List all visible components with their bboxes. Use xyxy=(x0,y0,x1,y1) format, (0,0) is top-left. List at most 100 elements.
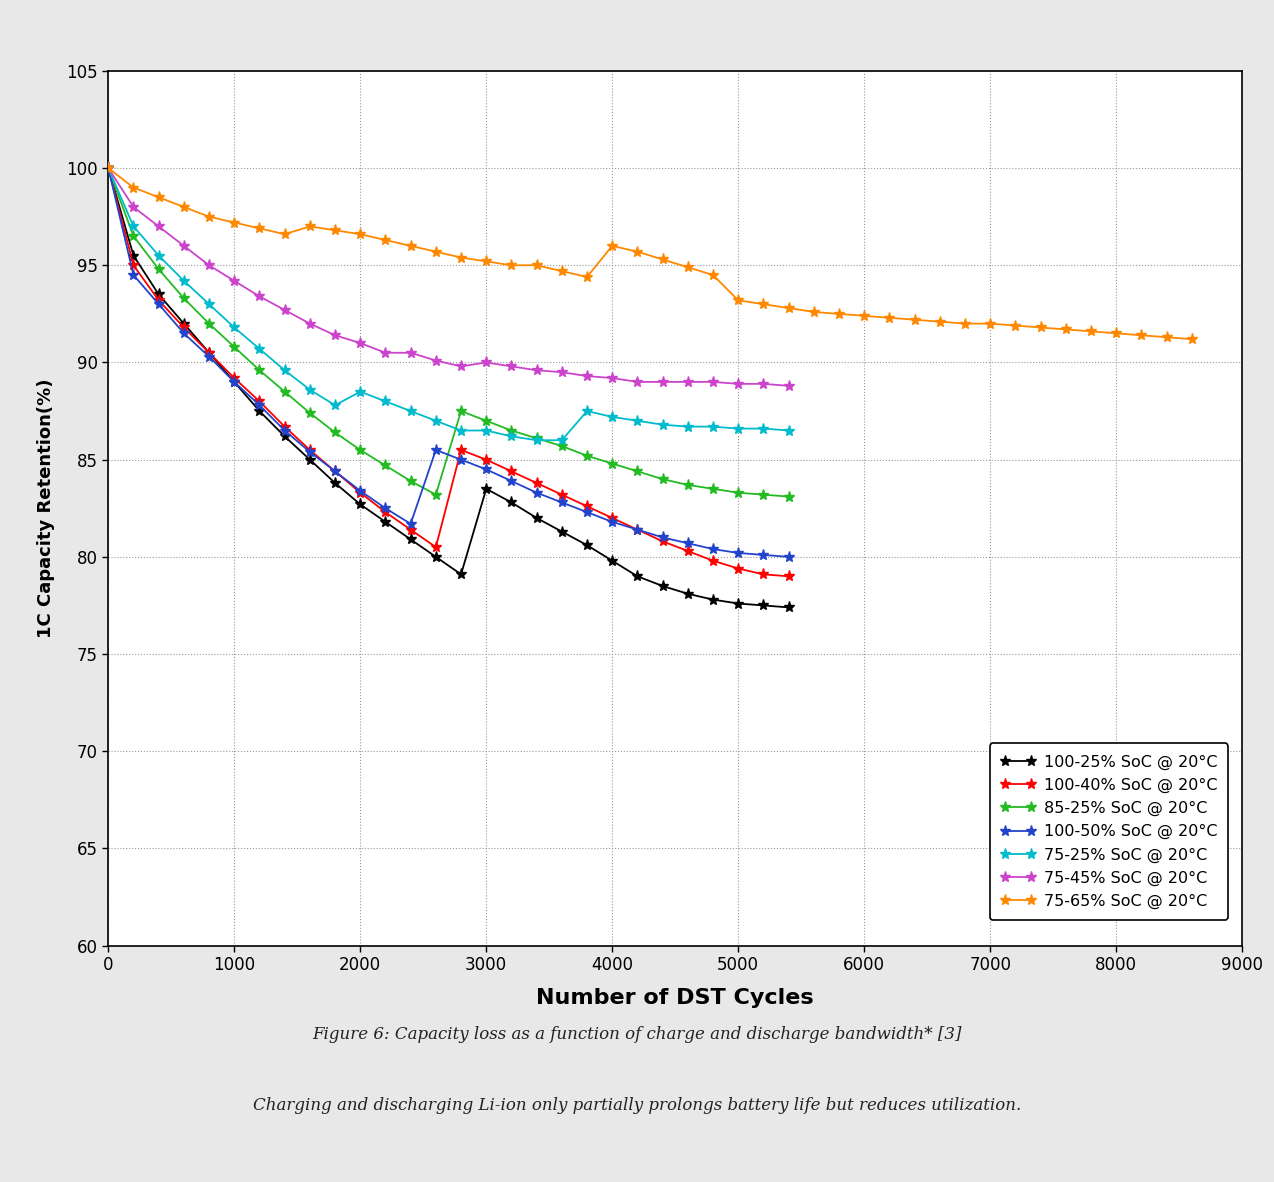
85-25% SoC @ 20°C xyxy=(529,431,544,446)
100-25% SoC @ 20°C xyxy=(529,511,544,525)
75-45% SoC @ 20°C xyxy=(403,345,418,359)
100-50% SoC @ 20°C xyxy=(503,474,519,488)
100-25% SoC @ 20°C xyxy=(629,570,645,584)
75-25% SoC @ 20°C xyxy=(378,395,394,409)
Line: 100-50% SoC @ 20°C: 100-50% SoC @ 20°C xyxy=(103,163,794,563)
75-45% SoC @ 20°C xyxy=(176,239,191,253)
100-25% SoC @ 20°C xyxy=(353,498,368,512)
100-25% SoC @ 20°C xyxy=(327,476,343,491)
100-50% SoC @ 20°C xyxy=(554,495,569,509)
75-65% SoC @ 20°C xyxy=(227,215,242,229)
75-45% SoC @ 20°C xyxy=(629,375,645,389)
Line: 100-25% SoC @ 20°C: 100-25% SoC @ 20°C xyxy=(103,163,794,613)
85-25% SoC @ 20°C xyxy=(479,414,494,428)
75-25% SoC @ 20°C xyxy=(730,422,745,436)
75-65% SoC @ 20°C xyxy=(1108,326,1124,340)
100-25% SoC @ 20°C xyxy=(403,532,418,546)
75-25% SoC @ 20°C xyxy=(428,414,443,428)
75-65% SoC @ 20°C xyxy=(933,314,948,329)
100-50% SoC @ 20°C xyxy=(605,515,620,530)
75-45% SoC @ 20°C xyxy=(706,375,721,389)
100-25% SoC @ 20°C xyxy=(201,345,217,359)
Legend: 100-25% SoC @ 20°C, 100-40% SoC @ 20°C, 85-25% SoC @ 20°C, 100-50% SoC @ 20°C, 7: 100-25% SoC @ 20°C, 100-40% SoC @ 20°C, … xyxy=(990,743,1228,920)
100-25% SoC @ 20°C xyxy=(227,375,242,389)
75-65% SoC @ 20°C xyxy=(503,258,519,272)
100-25% SoC @ 20°C xyxy=(176,317,191,331)
75-25% SoC @ 20°C xyxy=(655,417,670,431)
100-50% SoC @ 20°C xyxy=(252,398,268,413)
75-65% SoC @ 20°C xyxy=(680,260,696,274)
75-65% SoC @ 20°C xyxy=(529,258,544,272)
100-50% SoC @ 20°C xyxy=(276,423,292,437)
100-40% SoC @ 20°C xyxy=(629,522,645,537)
85-25% SoC @ 20°C xyxy=(428,487,443,501)
100-25% SoC @ 20°C xyxy=(479,482,494,496)
75-65% SoC @ 20°C xyxy=(428,245,443,259)
75-25% SoC @ 20°C xyxy=(706,420,721,434)
75-45% SoC @ 20°C xyxy=(781,378,796,392)
85-25% SoC @ 20°C xyxy=(126,229,141,243)
100-40% SoC @ 20°C xyxy=(428,540,443,554)
100-40% SoC @ 20°C xyxy=(503,465,519,479)
85-25% SoC @ 20°C xyxy=(554,439,569,453)
75-25% SoC @ 20°C xyxy=(201,297,217,311)
75-65% SoC @ 20°C xyxy=(1059,323,1074,337)
75-25% SoC @ 20°C xyxy=(580,404,595,418)
100-40% SoC @ 20°C xyxy=(302,443,317,457)
100-25% SoC @ 20°C xyxy=(580,538,595,552)
75-45% SoC @ 20°C xyxy=(302,317,317,331)
Line: 75-25% SoC @ 20°C: 75-25% SoC @ 20°C xyxy=(103,163,794,446)
100-50% SoC @ 20°C xyxy=(428,443,443,457)
100-50% SoC @ 20°C xyxy=(680,537,696,551)
100-25% SoC @ 20°C xyxy=(755,598,771,612)
85-25% SoC @ 20°C xyxy=(302,405,317,420)
75-65% SoC @ 20°C xyxy=(655,253,670,267)
75-25% SoC @ 20°C xyxy=(302,383,317,397)
100-40% SoC @ 20°C xyxy=(605,511,620,525)
75-25% SoC @ 20°C xyxy=(101,161,116,175)
75-45% SoC @ 20°C xyxy=(454,359,469,374)
75-45% SoC @ 20°C xyxy=(605,371,620,385)
100-50% SoC @ 20°C xyxy=(730,546,745,560)
100-40% SoC @ 20°C xyxy=(227,371,242,385)
75-65% SoC @ 20°C xyxy=(982,317,998,331)
Text: Charging and discharging Li-ion only partially prolongs battery life but reduces: Charging and discharging Li-ion only par… xyxy=(252,1097,1022,1113)
75-25% SoC @ 20°C xyxy=(353,384,368,398)
75-25% SoC @ 20°C xyxy=(227,320,242,335)
85-25% SoC @ 20°C xyxy=(378,459,394,473)
100-40% SoC @ 20°C xyxy=(403,522,418,537)
100-25% SoC @ 20°C xyxy=(378,515,394,530)
100-25% SoC @ 20°C xyxy=(781,600,796,615)
85-25% SoC @ 20°C xyxy=(781,489,796,504)
75-65% SoC @ 20°C xyxy=(454,251,469,265)
100-40% SoC @ 20°C xyxy=(327,465,343,479)
75-45% SoC @ 20°C xyxy=(680,375,696,389)
85-25% SoC @ 20°C xyxy=(605,456,620,470)
100-25% SoC @ 20°C xyxy=(554,525,569,539)
100-25% SoC @ 20°C xyxy=(655,579,670,593)
75-65% SoC @ 20°C xyxy=(276,227,292,241)
75-65% SoC @ 20°C xyxy=(907,312,922,326)
100-25% SoC @ 20°C xyxy=(706,592,721,606)
75-45% SoC @ 20°C xyxy=(503,359,519,374)
100-50% SoC @ 20°C xyxy=(403,517,418,531)
100-50% SoC @ 20°C xyxy=(580,505,595,519)
75-45% SoC @ 20°C xyxy=(327,329,343,343)
75-65% SoC @ 20°C xyxy=(554,264,569,278)
100-25% SoC @ 20°C xyxy=(101,161,116,175)
75-45% SoC @ 20°C xyxy=(252,290,268,304)
75-45% SoC @ 20°C xyxy=(730,377,745,391)
100-25% SoC @ 20°C xyxy=(276,429,292,443)
75-65% SoC @ 20°C xyxy=(1033,320,1049,335)
100-40% SoC @ 20°C xyxy=(454,443,469,457)
75-65% SoC @ 20°C xyxy=(856,309,871,323)
75-45% SoC @ 20°C xyxy=(529,363,544,377)
100-50% SoC @ 20°C xyxy=(353,483,368,498)
85-25% SoC @ 20°C xyxy=(276,384,292,398)
100-40% SoC @ 20°C xyxy=(680,544,696,558)
100-40% SoC @ 20°C xyxy=(176,320,191,335)
100-40% SoC @ 20°C xyxy=(378,505,394,519)
100-40% SoC @ 20°C xyxy=(152,293,167,307)
85-25% SoC @ 20°C xyxy=(680,478,696,492)
Line: 75-65% SoC @ 20°C: 75-65% SoC @ 20°C xyxy=(103,163,1198,345)
